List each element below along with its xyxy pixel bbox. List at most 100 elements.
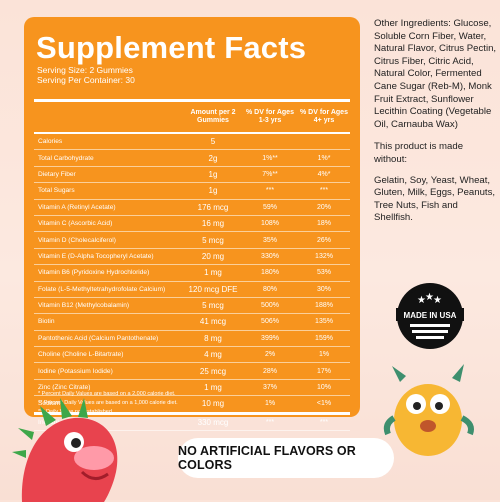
facts-cell-name: Total Carbohydrate <box>38 154 94 162</box>
star-icon: ★ <box>433 295 442 306</box>
footnote: ** Percent Daily Values are based on a 1… <box>38 400 178 406</box>
facts-row: Total Sugars 1g *** *** <box>34 183 350 200</box>
facts-cell-amount: 330 mcg <box>197 417 229 427</box>
facts-cell-name: Sodium <box>38 400 61 408</box>
supplement-facts-title: Supplement Facts <box>36 30 307 65</box>
facts-cell-amount: 10 mg <box>201 399 225 409</box>
dv4-column-header: % DV for Ages 4+ yrs <box>300 109 348 124</box>
facts-cell-amount: 5 mcg <box>202 301 224 311</box>
facts-cell-name: Vitamin C (Ascorbic Acid) <box>38 220 113 228</box>
facts-cell-name: Vitamin D (Cholecalciferol) <box>38 236 116 244</box>
facts-cell-dv4: 1% <box>318 351 330 359</box>
facts-row: Vitamin B6 (Pyridoxine Hydrochloride) 1 m… <box>34 265 350 282</box>
facts-table: Amount per 2 Gummies % DV for Ages 1-3 y… <box>34 99 350 432</box>
facts-cell-dv13: 500% <box>261 302 279 310</box>
facts-cell-dv4: 132% <box>315 252 333 260</box>
facts-cell-amount: 2g <box>208 153 218 163</box>
dv13-column-header: % DV for Ages 1-3 yrs <box>246 109 294 124</box>
facts-cell-dv13: 399% <box>261 334 279 342</box>
facts-row: Sodium 10 mg 1% <1% <box>34 396 350 415</box>
facts-cell-amount: 1g <box>208 169 218 179</box>
facts-cell-name: Vitamin B12 (Methylcobalamin) <box>38 302 130 310</box>
facts-row: Pantothenic Acid (Calcium Pantothenate) 8… <box>34 331 350 348</box>
facts-cell-dv13: 1% <box>264 400 276 408</box>
facts-row: Calories 5 <box>34 134 350 151</box>
facts-cell-dv13: 1%** <box>262 154 278 162</box>
facts-cell-name: Vitamin B6 (Pyridoxine Hydrochloride) <box>38 269 150 277</box>
facts-cell-dv4: 4%* <box>317 170 331 178</box>
facts-row: Iodine (Potassium Iodide) 25 mcg 28% 17% <box>34 363 350 380</box>
yellow-monster-illustration <box>383 364 474 456</box>
facts-cell-dv4: *** <box>319 418 329 426</box>
star-icon: ★ <box>425 292 434 303</box>
made-in-usa-badge: ★ ★ ★ MADE IN USA <box>396 283 464 349</box>
facts-cell-dv4: 18% <box>316 220 331 228</box>
no-artificial-flavors-banner: NO ARTIFICIAL FLAVORS OR COLORS <box>178 438 394 478</box>
facts-cell-dv4: 188% <box>315 302 333 310</box>
facts-cell-dv4: 26% <box>316 236 331 244</box>
facts-cell-name: Zinc (Zinc Citrate) <box>38 384 91 392</box>
star-icon: ★ <box>417 295 426 306</box>
facts-cell-amount: 120 mcg DFE <box>188 284 238 294</box>
amount-column-header: Amount per 2 Gummies <box>190 109 236 124</box>
facts-cell-name: Iodine (Potassium Iodide) <box>38 367 113 375</box>
facts-row: Vitamin C (Ascorbic Acid) 16 mg 108% 18% <box>34 216 350 233</box>
facts-cell-amount: 1 mg <box>204 383 222 393</box>
facts-cell-dv4: *** <box>319 187 329 195</box>
facts-cell-dv4: 159% <box>315 334 333 342</box>
facts-cell-name: Folate (L-5-Methyltetrahydrofolate Calci… <box>38 285 166 293</box>
facts-cell-amount: 25 mcg <box>199 366 227 376</box>
facts-cell-name: Total Sugars <box>38 187 75 195</box>
facts-row: Vitamin B12 (Methylcobalamin) 5 mcg 500% 18… <box>34 298 350 315</box>
badge-text: MADE IN USA <box>404 311 457 320</box>
facts-cell-dv13: 59% <box>262 203 277 211</box>
facts-cell-dv13: 108% <box>261 220 279 228</box>
facts-cell-amount: 4 mg <box>204 350 222 360</box>
made-without-heading: This product is made without: <box>374 141 464 165</box>
facts-cell-dv4: 17% <box>316 367 331 375</box>
facts-row: Zinc (Zinc Citrate) 1 mg 37% 10% <box>34 380 350 397</box>
facts-cell-amount: 1g <box>208 186 218 196</box>
facts-row: Vitamin A (Retinyl Acetate) 176 mcg 59% 20% <box>34 200 350 216</box>
facts-cell-dv4: 53% <box>316 269 331 277</box>
facts-cell-name: Dietary Fiber <box>38 170 76 178</box>
servings-per-container: Serving Per Container: 30 <box>37 75 135 85</box>
facts-cell-amount: 16 mg <box>201 219 225 229</box>
facts-cell-amount: 5 mcg <box>202 235 224 245</box>
facts-cell-dv4: 20% <box>316 203 331 211</box>
facts-cell-dv4: 30% <box>316 285 331 293</box>
supplement-facts-panel: Supplement Facts Serving Size: 2 Gummies… <box>24 17 360 432</box>
red-dinosaur-illustration <box>12 398 118 502</box>
facts-row: Biotin 41 mcg 506% 135% <box>34 314 350 331</box>
facts-cell-dv13: *** <box>265 187 275 195</box>
footnotes: * Percent Daily Values are based on a 2,… <box>38 390 178 417</box>
facts-cell-dv13: 330% <box>261 252 279 260</box>
serving-size: Serving Size: 2 Gummies <box>37 65 133 75</box>
facts-cell-dv13: 7%** <box>262 170 278 178</box>
ingredients-column: Other Ingredients: Glucose, Soluble Corn… <box>374 18 498 233</box>
facts-cell-dv4: <1% <box>316 400 332 408</box>
footnote: * Percent Daily Values are based on a 2,… <box>38 391 176 397</box>
facts-cell-amount: 41 mcg <box>199 317 227 327</box>
facts-row: Vitamin E (D-Alpha Tocopheryl Acetate) 20… <box>34 249 350 266</box>
other-ingredients: Other Ingredients: Glucose, Soluble Corn… <box>374 18 497 130</box>
facts-cell-dv13: 506% <box>261 318 279 326</box>
facts-row: Folate (L-5-Methyltetrahydrofolate Calci… <box>34 282 350 298</box>
facts-table-body: Calories 5 Total Carbohydrate 2g 1%** 1%* Diet… <box>34 134 350 432</box>
facts-row: Choline (Choline L-Bitartrate) 4 mg 2% 1% <box>34 347 350 364</box>
facts-cell-name: Pantothenic Acid (Calcium Pantothenate) <box>38 334 159 342</box>
facts-cell-amount: 176 mcg <box>197 202 229 212</box>
footnote: *** Daily Value not established. <box>38 409 114 415</box>
facts-cell-name: Biotin <box>38 318 55 326</box>
made-without-list: Gelatin, Soy, Yeast, Wheat, Gluten, Milk… <box>374 174 496 224</box>
facts-cell-amount: 1 mg <box>204 268 222 278</box>
facts-cell-amount: 20 mg <box>201 251 225 261</box>
facts-cell-dv13: 2% <box>264 351 276 359</box>
facts-row: Total Carbohydrate 2g 1%** 1%* <box>34 150 350 167</box>
facts-cell-name: Calories <box>38 138 63 146</box>
facts-cell-name: Vitamin A (Retinyl Acetate) <box>38 203 116 211</box>
facts-cell-dv13: *** <box>265 418 275 426</box>
facts-cell-dv4: 135% <box>315 318 333 326</box>
facts-cell-amount: 5 <box>210 137 216 147</box>
facts-cell-dv4: 1%* <box>317 154 331 162</box>
